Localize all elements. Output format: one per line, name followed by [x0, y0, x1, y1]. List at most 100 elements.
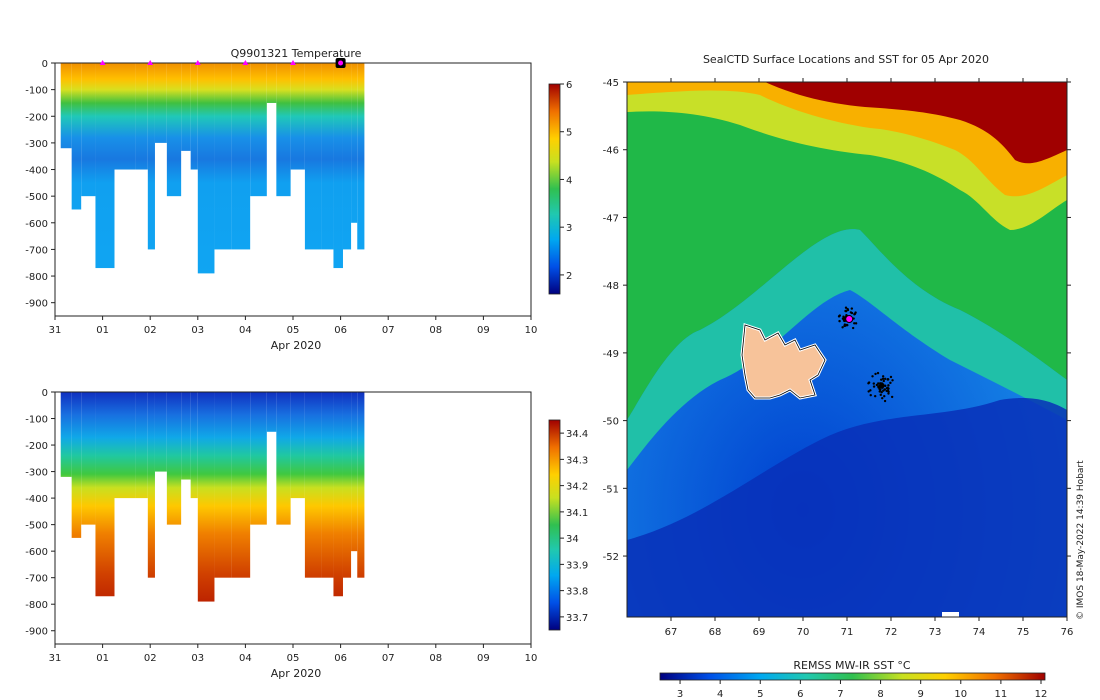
map-lon-tick-label: 75 — [1017, 627, 1030, 638]
salinity-profile-column — [135, 392, 148, 499]
sst-colorbar-tick-label: 5 — [757, 689, 763, 700]
temperature-profile-column — [197, 63, 215, 274]
temperature-profile-column — [357, 63, 365, 250]
map-lat-tick-label: -51 — [603, 484, 619, 495]
salinity-profile-column — [342, 392, 352, 578]
seal-surface-point — [872, 382, 875, 385]
sst-cyan-transition — [627, 229, 1067, 470]
temperature-profile-column — [266, 63, 277, 103]
temperature-profile-column — [250, 63, 267, 197]
temperature-x-axis-label: Apr 2020 — [271, 339, 322, 352]
salinity-y-tick-label: -400 — [25, 494, 48, 505]
temperature-x-tick-label: 05 — [287, 325, 300, 336]
seal-surface-point — [873, 394, 877, 398]
salinity-profile-column — [333, 392, 343, 597]
temperature-x-tick-label: 01 — [96, 325, 109, 336]
temperature-profile-column — [214, 63, 232, 250]
map-lon-tick-label: 68 — [709, 627, 722, 638]
temperature-colorbar-tick-label: 4 — [566, 175, 572, 186]
salinity-profile-column — [197, 392, 215, 602]
salinity-profile-column — [114, 392, 136, 499]
current-position-dot — [338, 60, 344, 66]
seal-surface-point — [881, 396, 884, 400]
salinity-colorbar — [548, 419, 561, 631]
temperature-x-tick-label: 06 — [334, 325, 347, 336]
salinity-x-tick-label: 09 — [477, 653, 490, 664]
seal-surface-point — [889, 381, 892, 385]
seal-surface-point — [886, 378, 889, 381]
salinity-colorbar-ticks: 33.7 33.8 33.9 34 34.1 34.2 34.3 34.4 — [560, 429, 588, 624]
seal-surface-point — [854, 322, 858, 325]
seal-surface-point — [838, 319, 841, 323]
map-lon-tick-label: 74 — [973, 627, 986, 638]
map-lat-tick-label: -48 — [603, 281, 619, 292]
salinity-y-tick-label: 0 — [42, 388, 48, 399]
temperature-profile-column — [304, 63, 322, 250]
map-credit: © IMOS 18-May-2022 14:39 Hobart — [1076, 460, 1086, 620]
salinity-profile-column — [71, 392, 82, 538]
salinity-y-tick-label: -900 — [25, 627, 48, 638]
salinity-profile-column — [266, 392, 277, 432]
seal-surface-point — [837, 315, 841, 318]
seal-surface-point — [881, 375, 885, 378]
sst-colorbar-label: REMSS MW-IR SST °C — [793, 659, 911, 672]
map-lon-tick-label: 70 — [797, 627, 810, 638]
temperature-y-tick-label: 0 — [42, 59, 48, 70]
temperature-x-tick-label: 03 — [191, 325, 204, 336]
salinity-y-tick-label: -700 — [25, 574, 48, 585]
salinity-x-axis: 31 01 02 03 04 05 06 07 08 09 10 — [49, 644, 537, 664]
seal-surface-point — [867, 390, 870, 393]
sst-deep-blue-south — [627, 398, 1067, 617]
seal-surface-point — [881, 377, 885, 380]
map-lat-tick-label: -50 — [603, 417, 619, 428]
temperature-profile-column — [181, 63, 191, 151]
map-lon-tick-label: 71 — [841, 627, 854, 638]
sst-colorbar-tick-label: 10 — [954, 689, 967, 700]
seal-surface-point — [879, 393, 882, 397]
seal-surface-point — [875, 383, 879, 387]
salinity-profile-column — [81, 392, 96, 525]
map-lat-tick-label: -52 — [603, 552, 619, 563]
salinity-y-tick-label: -800 — [25, 600, 48, 611]
sst-colorbar-ticks: 3 4 5 6 7 8 9 10 11 12 — [677, 680, 1047, 700]
temperature-profile-column — [114, 63, 136, 170]
salinity-profile-column — [357, 392, 365, 578]
seal-surface-point — [883, 399, 887, 403]
temperature-profile-column — [135, 63, 148, 170]
temperature-profile-column — [95, 63, 115, 269]
salinity-data-area — [60, 392, 365, 602]
seal-surface-point — [844, 309, 848, 313]
salinity-y-tick-label: -300 — [25, 468, 48, 479]
temperature-y-tick-label: -100 — [25, 86, 48, 97]
temperature-y-tick-label: -700 — [25, 245, 48, 256]
surfacing-markers — [99, 58, 346, 68]
sst-colorbar-tick-label: 4 — [717, 689, 723, 700]
salinity-profile-column — [250, 392, 267, 525]
salinity-colorbar-tick-label: 33.9 — [566, 560, 588, 571]
temperature-y-tick-label: -500 — [25, 192, 48, 203]
salinity-profile-column — [190, 392, 198, 499]
kerguelen-coastline — [741, 324, 826, 399]
salinity-profile-column — [154, 392, 167, 472]
temperature-x-tick-label: 10 — [525, 325, 538, 336]
salinity-section-plot: 0 -100 -200 -300 -400 -500 -600 -700 -800 -900 31… — [25, 388, 588, 680]
temperature-colorbar-tick-label: 5 — [566, 128, 572, 139]
map-lat-tick-label: -46 — [603, 146, 619, 157]
salinity-colorbar-tick-label: 34.4 — [566, 429, 588, 440]
temperature-y-tick-label: -600 — [25, 219, 48, 230]
seal-surface-point — [874, 372, 877, 376]
temperature-profile-column — [342, 63, 352, 250]
temperature-y-tick-label: -800 — [25, 272, 48, 283]
seal-surface-locations — [837, 306, 894, 403]
sst-colorbar-tick-label: 8 — [877, 689, 883, 700]
salinity-profile-column — [60, 392, 72, 477]
seal-surface-point — [884, 384, 887, 388]
temperature-y-tick-label: -300 — [25, 139, 48, 150]
seal-surface-point — [880, 390, 883, 394]
temperature-x-tick-label: 08 — [429, 325, 442, 336]
seal-surface-point — [867, 382, 870, 385]
temperature-profile-column — [166, 63, 182, 197]
map-lat-tick-label: -45 — [603, 78, 619, 89]
map-lat-tick-label: -49 — [603, 349, 619, 360]
temperature-colorbar-tick-label: 2 — [566, 271, 572, 282]
